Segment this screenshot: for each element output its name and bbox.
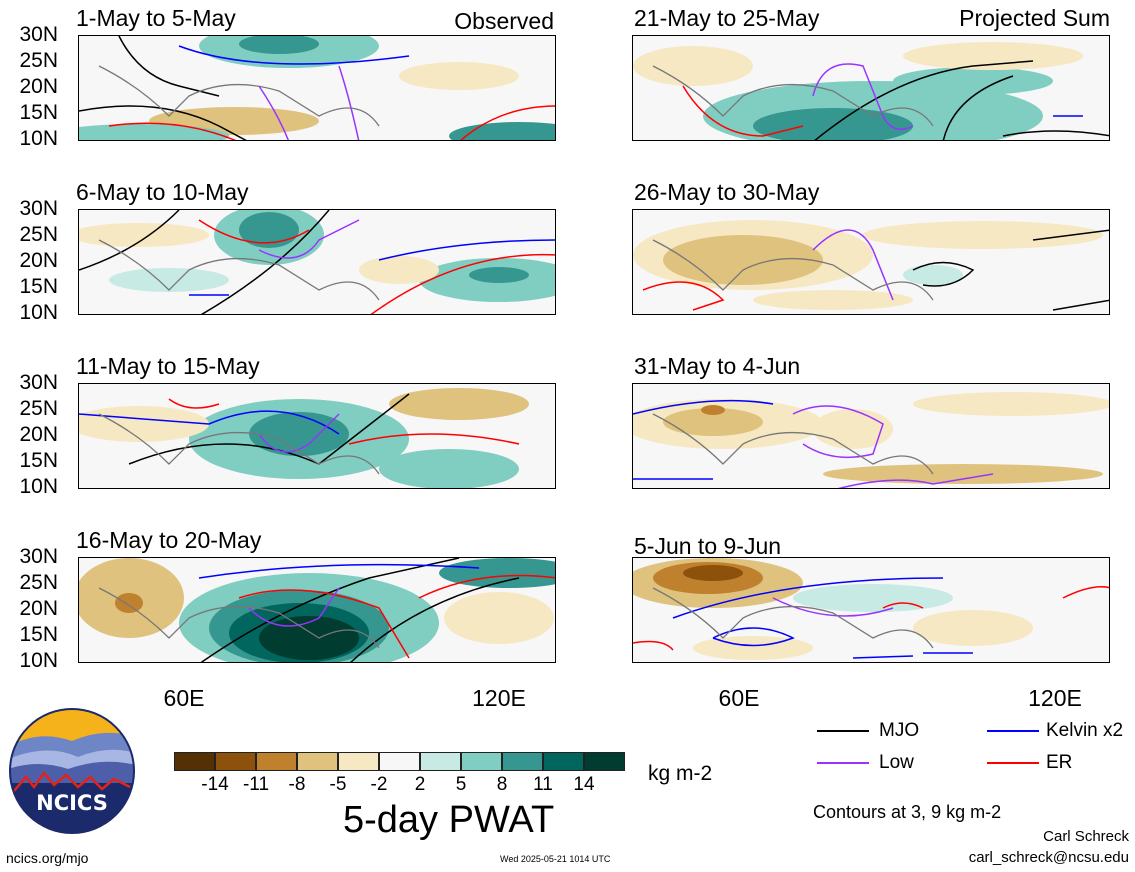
contour-note: Contours at 3, 9 kg m-2 — [813, 802, 1002, 822]
panel-title: 5-Jun to 9-Jun — [634, 533, 782, 559]
colorbar-cell — [215, 752, 256, 771]
colorbar-tick-label: -11 — [242, 774, 270, 795]
legend-swatch-er — [987, 762, 1039, 764]
lat-label: 30N — [19, 371, 58, 394]
legend-label-mjo: MJO — [879, 720, 920, 741]
lon-label: 60E — [163, 685, 205, 711]
lat-label: 10N — [19, 649, 58, 672]
legend-label-er: ER — [1046, 752, 1073, 773]
map-panel-1 — [78, 35, 556, 141]
lat-label: 30N — [19, 545, 58, 568]
lat-label: 20N — [19, 597, 58, 620]
lon-label: 120E — [1028, 685, 1082, 711]
lat-label: 25N — [19, 397, 58, 420]
map-panel-4 — [78, 557, 556, 663]
colorbar-tick-label: 8 — [496, 774, 508, 795]
map-panel-8 — [632, 557, 1110, 663]
map-panel-2 — [78, 209, 556, 315]
colorbar-tick-label: 14 — [573, 774, 595, 795]
colorbar-cell — [174, 752, 215, 771]
legend-label-kelvin: Kelvin x2 — [1046, 720, 1124, 741]
author-name: Carl Schreck — [1043, 828, 1129, 845]
legend-swatch-mjo — [817, 730, 869, 732]
map-panel-7 — [632, 383, 1110, 489]
lat-label: 25N — [19, 223, 58, 246]
panel-title: 11-May to 15-May — [76, 353, 260, 379]
lat-label: 15N — [19, 275, 58, 298]
panel-title: 16-May to 20-May — [76, 527, 262, 553]
lat-label: 20N — [19, 75, 58, 98]
colorbar-cell — [297, 752, 338, 771]
colorbar-tick-label: 5 — [455, 774, 467, 795]
colorbar-cell — [338, 752, 379, 771]
logo-text: NCICS — [36, 791, 108, 815]
lat-label: 15N — [19, 623, 58, 646]
colorbar-tick-label: -14 — [201, 774, 229, 795]
colorbar-cell — [379, 752, 420, 771]
colorbar-cell — [461, 752, 502, 771]
timestamp: Wed 2025-05-21 1014 UTC — [500, 854, 611, 864]
variable-title: 5-day PWAT — [343, 799, 555, 841]
lon-label: 120E — [472, 685, 526, 711]
lat-label: 10N — [19, 301, 58, 324]
lat-label: 15N — [19, 101, 58, 124]
colorbar-tick-label: 11 — [533, 774, 553, 795]
colorbar-tick-label: -2 — [370, 774, 388, 795]
legend-swatch-low — [817, 762, 869, 764]
colorbar-units: kg m-2 — [648, 762, 713, 785]
colorbar-tick-label: 2 — [414, 774, 426, 795]
map-panel-3 — [78, 383, 556, 489]
ncics-logo: NCICS — [8, 707, 136, 835]
colorbar-cell — [584, 752, 625, 771]
panel-title: 1-May to 5-May — [76, 5, 236, 31]
panel-title: 26-May to 30-May — [634, 179, 820, 205]
lat-label: 20N — [19, 249, 58, 272]
colorbar-tick-label: -5 — [329, 774, 347, 795]
colorbar-cell — [543, 752, 584, 771]
colorbar-cell — [256, 752, 297, 771]
author-email[interactable]: carl_schreck@ncsu.edu — [968, 849, 1129, 866]
map-panel-5 — [632, 35, 1110, 141]
lat-label: 30N — [19, 197, 58, 220]
lat-label: 30N — [19, 23, 58, 46]
lon-label: 60E — [718, 685, 760, 711]
panel-corner-label: Projected Sum — [959, 5, 1110, 31]
map-panel-6 — [632, 209, 1110, 315]
legend-label-low: Low — [879, 752, 914, 773]
lat-label: 15N — [19, 449, 58, 472]
site-link[interactable]: ncics.org/mjo — [6, 850, 89, 866]
colorbar-cell — [420, 752, 461, 771]
lat-label: 10N — [19, 475, 58, 498]
panel-title: 6-May to 10-May — [76, 179, 249, 205]
colorbar-cell — [502, 752, 543, 771]
lat-label: 25N — [19, 571, 58, 594]
panel-title: 31-May to 4-Jun — [634, 353, 801, 379]
legend-swatch-kelvin — [987, 730, 1039, 732]
lat-label: 20N — [19, 423, 58, 446]
lat-label: 25N — [19, 49, 58, 72]
colorbar-tick-label: -8 — [288, 774, 306, 795]
panel-title: 21-May to 25-May — [634, 5, 820, 31]
lat-label: 10N — [19, 127, 58, 150]
panel-corner-label: Observed — [454, 8, 554, 34]
